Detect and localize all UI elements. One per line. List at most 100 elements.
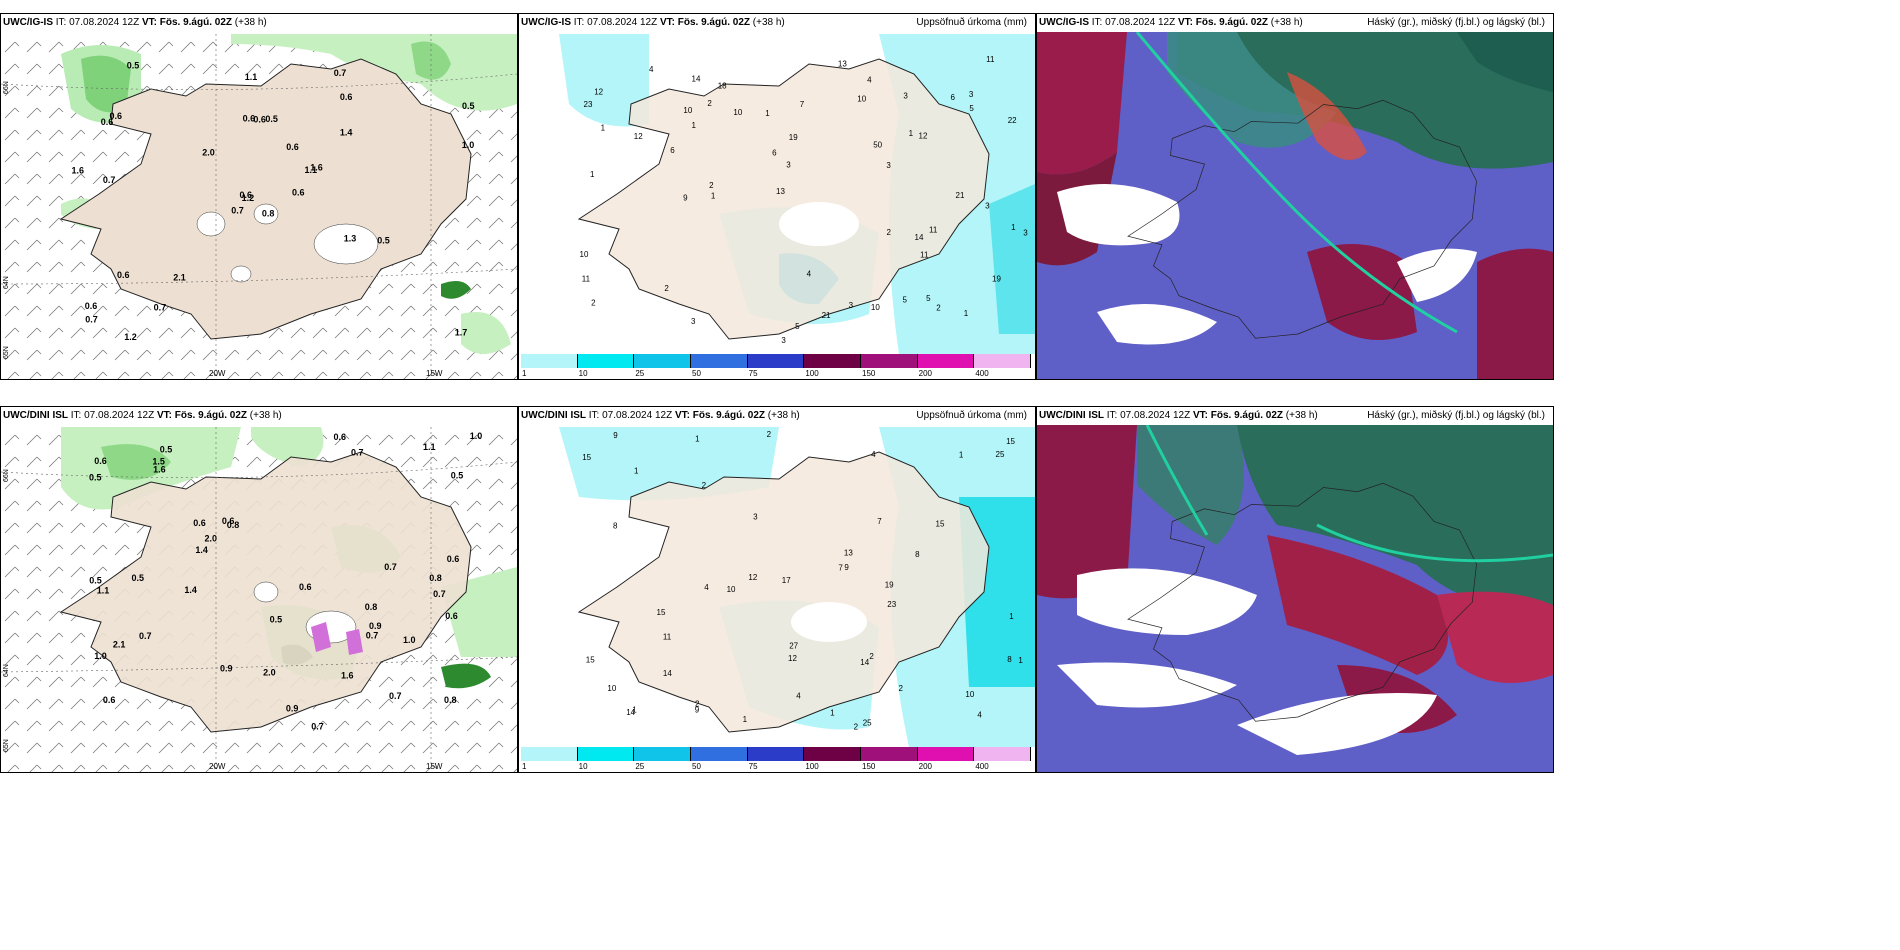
value-label: 0.8 xyxy=(262,209,275,219)
value-label: 8 xyxy=(915,550,920,559)
value-label: 0.5 xyxy=(270,615,283,625)
value-label: 2 xyxy=(664,284,669,293)
panel-header: UWC/IG-IS IT: 07.08.2024 12Z VT: Fös. 9.… xyxy=(521,16,1031,30)
value-label: 21 xyxy=(956,191,965,200)
map-panel-top-left: UWC/IG-IS IT: 07.08.2024 12Z VT: Fös. 9.… xyxy=(0,13,518,380)
colorbar-segment xyxy=(634,747,691,761)
value-label: 5 xyxy=(969,104,974,113)
value-label: 10 xyxy=(607,684,616,693)
value-label: 7 xyxy=(838,564,843,573)
panel-title: Uppsöfnuð úrkoma (mm) xyxy=(916,410,1027,421)
value-label: 10 xyxy=(683,106,692,115)
colorbar-segment xyxy=(804,354,861,368)
value-label: 2 xyxy=(695,700,700,709)
value-label: 1.0 xyxy=(462,140,475,150)
value-label: 2 xyxy=(709,181,714,190)
precip-colorbar: 1 10 25 50 75 100 150 200 400 xyxy=(521,747,1031,771)
colorbar-tick: 150 xyxy=(862,369,876,378)
value-label: 0.6 xyxy=(222,516,235,526)
value-label: 1 xyxy=(1011,223,1016,232)
colorbar-tick: 50 xyxy=(692,369,701,378)
map-panel-bot-right: UWC/DINI ISL IT: 07.08.2024 12Z VT: Fös.… xyxy=(1036,406,1554,773)
colorbar-segment xyxy=(691,747,748,761)
value-label: 0.6 xyxy=(286,142,299,152)
value-label: 7 xyxy=(800,100,805,109)
colorbar-tick: 75 xyxy=(748,762,758,771)
value-label: 14 xyxy=(692,75,701,84)
value-label: 1 xyxy=(711,192,716,201)
value-label: 1.6 xyxy=(72,166,85,176)
value-label: 10 xyxy=(871,303,880,312)
lat-label-64: 64N xyxy=(3,664,10,677)
panel-header: UWC/IG-IS IT: 07.08.2024 12Z VT: Fös. 9.… xyxy=(3,16,267,30)
wind-map-bottom: 0.80.70.60.50.80.71.00.70.60.70.50.50.60… xyxy=(1,425,517,772)
valid-time: Fös. 9.ágú. 02Z xyxy=(159,17,232,28)
colorbar-segment xyxy=(634,354,691,368)
value-label: 4 xyxy=(649,65,654,74)
value-label: 0.9 xyxy=(286,703,299,713)
value-label: 1 xyxy=(964,309,969,318)
model-name: UWC/DINI ISL xyxy=(1039,410,1104,421)
init-time: IT: 07.08.2024 12Z xyxy=(1091,17,1176,28)
colorbar-segment xyxy=(521,354,578,368)
value-label: 12 xyxy=(748,573,757,582)
value-label: 0.7 xyxy=(139,631,152,641)
colorbar-segment xyxy=(521,747,578,761)
colorbar-tick: 25 xyxy=(635,369,645,378)
value-label: 0.6 xyxy=(117,270,130,280)
vt-label: VT: xyxy=(1192,410,1208,421)
value-label: 1 xyxy=(909,129,914,138)
value-label: 0.8 xyxy=(227,520,240,530)
value-label: 1.7 xyxy=(455,327,468,337)
init-time: IT: 07.08.2024 12Z xyxy=(573,17,658,28)
value-label: 0.7 xyxy=(366,630,379,640)
value-label: 23 xyxy=(887,600,896,609)
value-label: 0.6 xyxy=(94,456,107,466)
panel-header: UWC/DINI ISL IT: 07.08.2024 12Z VT: Fös.… xyxy=(1039,409,1549,423)
value-label: 3 xyxy=(786,161,791,170)
value-label: 10 xyxy=(965,690,974,699)
cloud-map-top xyxy=(1037,32,1553,379)
value-label: 5 xyxy=(903,295,908,304)
lead-time: (+38 h) xyxy=(234,17,267,28)
value-label: 23 xyxy=(584,100,593,109)
value-label: 3 xyxy=(781,336,786,345)
value-label: 0.7 xyxy=(231,206,244,216)
valid-time: Fös. 9.ágú. 02Z xyxy=(692,410,765,421)
value-label: 0.6 xyxy=(445,611,458,621)
vt-label: VT: xyxy=(156,410,172,421)
value-label: 1 xyxy=(765,109,770,118)
value-label: 0.7 xyxy=(334,68,347,78)
value-label: 1.2 xyxy=(124,332,137,342)
value-label: 0.8 xyxy=(429,573,442,583)
valid-time: Fös. 9.ágú. 02Z xyxy=(174,410,247,421)
value-label: 19 xyxy=(885,581,894,590)
colorbar-tick: 100 xyxy=(805,369,819,378)
value-label: 12 xyxy=(788,654,797,663)
value-label: 21 xyxy=(822,311,831,320)
value-label: 0.5 xyxy=(160,445,173,455)
value-label: 19 xyxy=(789,133,798,142)
value-label: 10 xyxy=(727,585,736,594)
colorbar-segment xyxy=(577,354,635,368)
value-label: 2.0 xyxy=(205,533,218,543)
value-label: 4 xyxy=(704,583,709,592)
value-label: 1 xyxy=(959,450,964,459)
value-label: 14 xyxy=(915,233,924,242)
value-label: 1.4 xyxy=(184,585,197,595)
value-label: 1.6 xyxy=(153,465,166,475)
value-label: 0.5 xyxy=(377,235,390,245)
colorbar-tick: 150 xyxy=(862,762,876,771)
value-label: 0.6 xyxy=(334,432,347,442)
value-label: 0.6 xyxy=(103,695,116,705)
value-label: 14 xyxy=(860,658,869,667)
panel-title: Háský (gr.), miðský (fj.bl.) og lágský (… xyxy=(1367,410,1545,421)
value-label: 0.9 xyxy=(220,664,233,674)
precip-map-bottom: 1222114423141212478910151415131415151511… xyxy=(519,425,1035,747)
colorbar-segment xyxy=(974,354,1031,368)
lon-label-15w: 15W xyxy=(426,762,443,771)
valid-time: Fös. 9.ágú. 02Z xyxy=(1210,410,1283,421)
colorbar-tick: 10 xyxy=(578,762,588,771)
value-label: 5 xyxy=(795,322,800,331)
colorbar-tick: 400 xyxy=(975,369,989,378)
